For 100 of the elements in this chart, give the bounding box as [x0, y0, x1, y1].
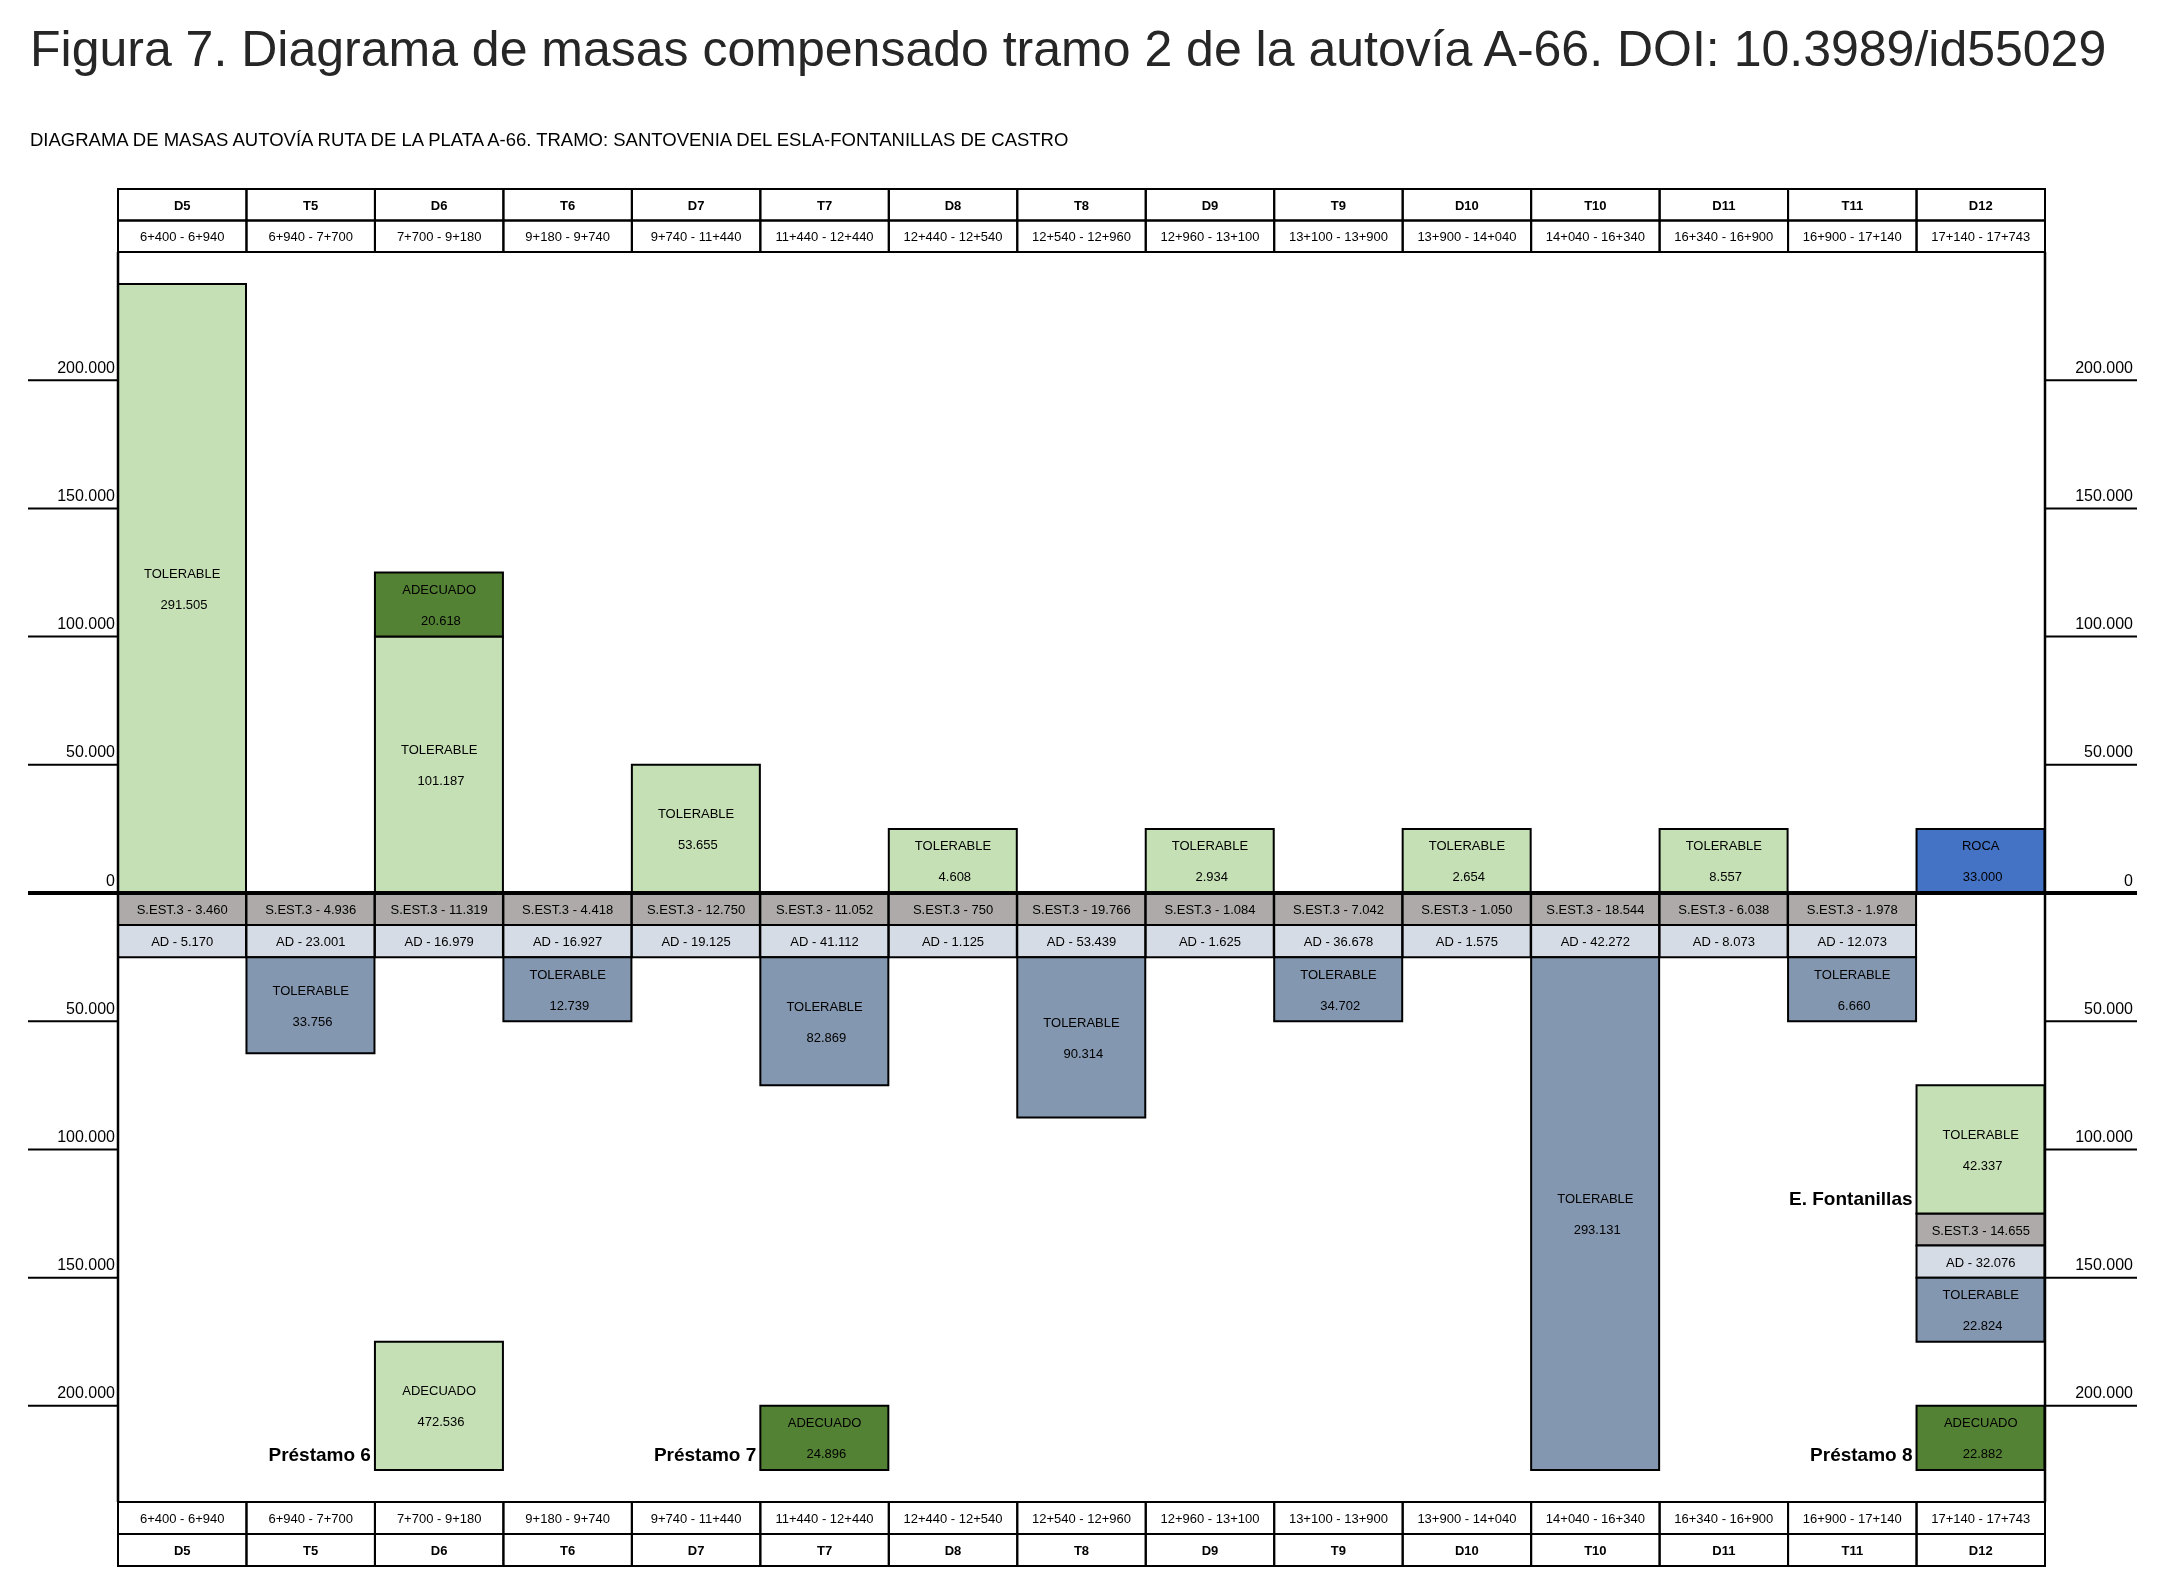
data-label: S.EST.3 - 4.418 — [522, 901, 614, 917]
y2-tick-label: 150.000 — [2075, 486, 2134, 504]
y-tick-label: 100.000 — [57, 1127, 116, 1145]
annotation: AD - 1.575 — [1435, 933, 1498, 949]
x-tick-label: D10 — [1454, 197, 1479, 213]
annotation: AD - 32.076 — [1946, 1254, 2016, 1270]
text: ADECUADO 24.896 — [787, 1414, 862, 1461]
data-label: S.EST.3 - 6.038 — [1678, 901, 1770, 917]
text: 13+100 - 13+900 — [1288, 1510, 1388, 1526]
text: 17+140 - 17+743 — [1931, 228, 2031, 244]
text: TOLERABLE 90.314 — [1043, 1014, 1120, 1061]
y-tick-label: 200.000 — [57, 1384, 116, 1402]
text: TOLERABLE 4.608 — [914, 837, 992, 884]
x-tick-label: D9 — [1201, 197, 1219, 213]
category-label: D10 — [1454, 1542, 1479, 1558]
annotation: AD - 16.927 — [532, 933, 603, 949]
text: 13+900 - 14+040 — [1417, 1510, 1517, 1526]
text: 7+700 - 9+180 — [396, 228, 482, 244]
text: TOLERABLE 12.739 — [529, 966, 606, 1013]
text: TOLERABLE 293.131 — [1557, 1190, 1634, 1237]
category-label: D9 — [1201, 1542, 1219, 1558]
data-label: S.EST.3 - 11.319 — [390, 901, 488, 917]
y2-tick-label: 100.000 — [2075, 1127, 2134, 1145]
series-label: Préstamo 6 — [268, 1443, 371, 1465]
category-label: T6 — [560, 1542, 576, 1558]
category-label: D8 — [944, 1542, 962, 1558]
y-tick-label: 50.000 — [66, 999, 116, 1017]
category-label: T10 — [1584, 1542, 1607, 1558]
text: ROCA 33.000 — [1961, 837, 2003, 884]
text: 13+100 - 13+900 — [1288, 228, 1388, 244]
y2-tick-label: 200.000 — [2075, 358, 2134, 376]
data-label: S.EST.3 - 1.978 — [1806, 901, 1898, 917]
x-tick-label: T8 — [1073, 197, 1090, 213]
text: TOLERABLE 53.655 — [657, 805, 735, 852]
x-tick-label: T10 — [1584, 197, 1607, 213]
text: 12+440 - 12+540 — [903, 1510, 1003, 1526]
text: 16+340 - 16+900 — [1674, 228, 1774, 244]
text: TOLERABLE 82.869 — [786, 998, 863, 1045]
y-tick-label: 150.000 — [57, 486, 116, 504]
x-tick-label: T11 — [1841, 197, 1864, 213]
series-label: E. Fontanillas — [1789, 1187, 1913, 1209]
text: TOLERABLE 291.505 — [144, 565, 221, 612]
text: TOLERABLE 8.557 — [1685, 837, 1763, 884]
category-label: D12 — [1968, 1542, 1993, 1558]
data-label: S.EST.3 - 14.655 — [1931, 1222, 2030, 1238]
x-tick-label: T6 — [560, 197, 576, 213]
text: TOLERABLE 6.660 — [1814, 966, 1891, 1013]
y2-tick-label: 50.000 — [2084, 999, 2134, 1017]
annotation: AD - 42.272 — [1560, 933, 1631, 949]
data-label: S.EST.3 - 1.050 — [1421, 901, 1513, 917]
x-tick-label: T5 — [303, 197, 319, 213]
text: ADECUADO 22.882 — [1943, 1414, 2018, 1461]
y-tick-label: 100.000 — [57, 615, 116, 633]
text: 14+040 - 16+340 — [1545, 228, 1645, 244]
text: 6+940 - 7+700 — [268, 1510, 353, 1526]
category-label: T5 — [303, 1542, 319, 1558]
x-tick-label: T9 — [1330, 197, 1347, 213]
annotation: AD - 36.678 — [1303, 933, 1374, 949]
text: ADECUADO 20.618 — [402, 581, 477, 628]
text: 9+740 - 11+440 — [650, 228, 742, 244]
category-label: T11 — [1841, 1542, 1864, 1558]
text: 7+700 - 9+180 — [396, 1510, 482, 1526]
data-label: S.EST.3 - 1.084 — [1164, 901, 1256, 917]
annotation: AD - 1.625 — [1178, 933, 1242, 949]
text: 16+900 - 17+140 — [1802, 228, 1902, 244]
annotation: AD - 19.125 — [661, 933, 731, 949]
y2-tick-label: 0 — [2124, 871, 2134, 889]
text: ADECUADO 472.536 — [402, 1382, 477, 1429]
annotation: AD - 1.125 — [921, 933, 985, 949]
annotation: AD - 23.001 — [276, 933, 346, 949]
category-label: D6 — [430, 1542, 448, 1558]
category-label: D5 — [173, 1542, 191, 1558]
x-tick-label: T7 — [816, 197, 833, 213]
text: TOLERABLE 2.654 — [1428, 837, 1506, 884]
annotation: AD - 53.439 — [1046, 933, 1117, 949]
x-tick-label: D12 — [1968, 197, 1993, 213]
data-label: S.EST.3 - 11.052 — [775, 901, 874, 917]
x-tick-label: D7 — [687, 197, 705, 213]
text: 12+540 - 12+960 — [1031, 228, 1132, 244]
text: 11+440 - 12+440 — [775, 228, 874, 244]
y-tick-label: 50.000 — [66, 743, 116, 761]
y2-tick-label: 50.000 — [2084, 743, 2134, 761]
x-tick-label: D8 — [944, 197, 962, 213]
category-label: T9 — [1330, 1542, 1347, 1558]
data-label: S.EST.3 - 12.750 — [646, 901, 746, 917]
text: 16+900 - 17+140 — [1802, 1510, 1902, 1526]
text: 6+400 - 6+940 — [139, 1510, 225, 1526]
annotation: AD - 12.073 — [1817, 933, 1887, 949]
annotation: AD - 41.112 — [790, 933, 859, 949]
text: TOLERABLE 101.187 — [400, 741, 478, 788]
text: TOLERABLE 22.824 — [1942, 1286, 2019, 1333]
text: 14+040 - 16+340 — [1545, 1510, 1645, 1526]
chart-title: Figura 7. Diagrama de masas compensado tramo 2 de la autovía A-66. DOI: 10.3989/id55029 — [30, 21, 2107, 77]
y-tick-label: 0 — [106, 871, 116, 889]
category-label: D11 — [1712, 1542, 1736, 1558]
text: TOLERABLE 2.934 — [1171, 837, 1249, 884]
data-label: S.EST.3 - 3.460 — [136, 901, 228, 917]
category-label: D7 — [687, 1542, 705, 1558]
text: 17+140 - 17+743 — [1931, 1510, 2031, 1526]
text: 13+900 - 14+040 — [1417, 228, 1517, 244]
